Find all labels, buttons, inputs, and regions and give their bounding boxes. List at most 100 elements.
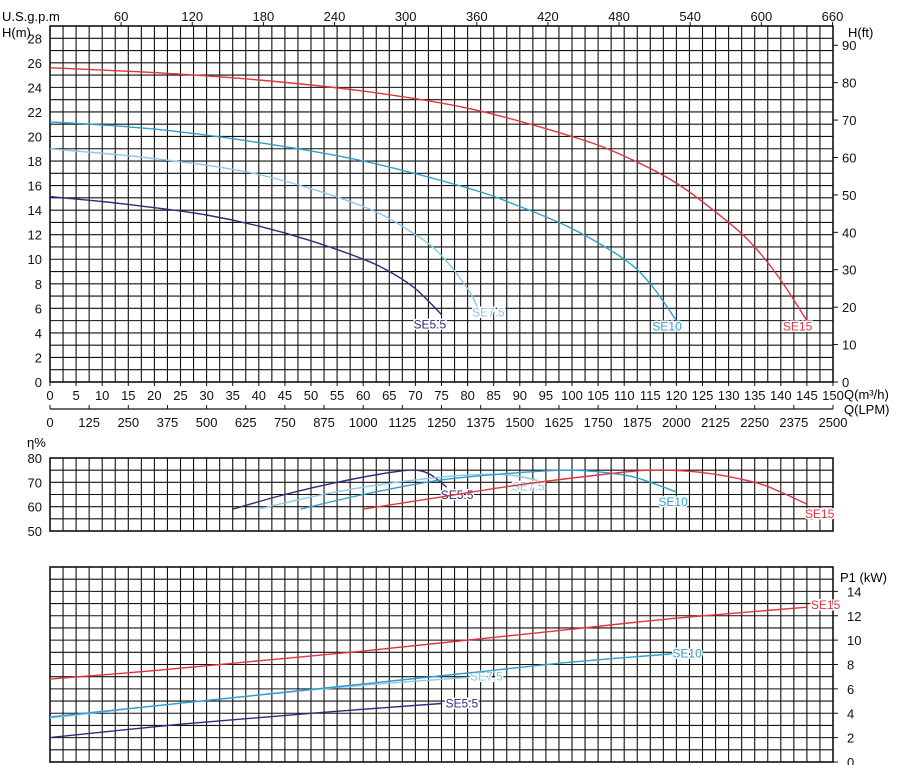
head-m-tick-label: 18	[28, 154, 42, 169]
flow-lpm-tick-label: 2000	[662, 415, 691, 430]
flow-m3h-tick-label: 0	[46, 388, 53, 403]
flow-gpm-tick-label: 420	[537, 9, 559, 24]
flow-m3h-tick-label: 105	[587, 388, 609, 403]
power-curve-se5-5	[49, 702, 442, 739]
flow-m3h-tick-label: 140	[770, 388, 792, 403]
head-m-tick-label: 8	[35, 277, 42, 292]
head-m-tick-label: 22	[28, 105, 42, 120]
flow-lpm-axis-label: Q(LPM)	[844, 402, 890, 417]
head-ft-tick-label: 0	[842, 375, 849, 390]
efficiency-tick-label: 80	[28, 451, 42, 466]
power-axis-label: P1 (kW)	[840, 570, 887, 585]
head-ft-tick-label: 10	[842, 338, 856, 353]
head-m-tick-label: 12	[28, 228, 42, 243]
flow-m3h-tick-label: 60	[356, 388, 370, 403]
usgpm-axis-label: U.S.g.p.m	[2, 9, 60, 24]
efficiency-axis-label: η%	[27, 435, 46, 450]
flow-m3h-tick-label: 20	[147, 388, 161, 403]
power-series-label-se5-5: SE5.5	[446, 697, 479, 711]
flow-lpm-tick-label: 1625	[544, 415, 573, 430]
flow-lpm-tick-label: 750	[274, 415, 296, 430]
flow-m3h-tick-label: 100	[561, 388, 583, 403]
flow-m3h-tick-label: 55	[330, 388, 344, 403]
flow-gpm-tick-label: 540	[679, 9, 701, 24]
flow-gpm-tick-label: 240	[324, 9, 346, 24]
flow-lpm-tick-label: 2125	[701, 415, 730, 430]
flow-m3h-tick-label: 120	[666, 388, 688, 403]
flow-lpm-tick-label: 875	[313, 415, 335, 430]
flow-m3h-tick-label: 135	[744, 388, 766, 403]
head-m-tick-label: 6	[35, 301, 42, 316]
flow-gpm-tick-label: 60	[114, 9, 128, 24]
head-series-label-se7-5: SE7.5	[472, 305, 505, 319]
flow-m3h-tick-label: 65	[382, 388, 396, 403]
power-tick-label: 8	[847, 658, 854, 673]
flow-gpm-tick-label: 660	[822, 9, 844, 24]
flow-lpm-tick-label: 1875	[623, 415, 652, 430]
power-tick-label: 0	[847, 755, 854, 765]
flow-gpm-tick-label: 360	[466, 9, 488, 24]
head-m-tick-label: 16	[28, 179, 42, 194]
efficiency-curve-se10	[300, 469, 677, 510]
head-m-tick-label: 4	[35, 326, 42, 341]
flow-m3h-tick-label: 35	[225, 388, 239, 403]
flow-m3h-tick-label: 145	[796, 388, 818, 403]
flow-lpm-tick-label: 125	[78, 415, 100, 430]
flow-m3h-tick-label: 75	[434, 388, 448, 403]
head-m-tick-label: 0	[35, 375, 42, 390]
head-ft-tick-label: 60	[842, 150, 856, 165]
head-m-tick-label: 26	[28, 56, 42, 71]
efficiency-grid	[49, 457, 834, 532]
efficiency-series-label-se15: SE15	[805, 507, 835, 521]
flow-gpm-tick-label: 480	[608, 9, 630, 24]
head-series-label-se15: SE15	[783, 320, 813, 334]
flow-m3h-tick-label: 125	[692, 388, 714, 403]
head-m-axis-label: H(m)	[2, 25, 31, 40]
head-ft-tick-label: 30	[842, 263, 856, 278]
power-tick-label: 12	[847, 609, 861, 624]
flow-lpm-tick-label: 2500	[819, 415, 848, 430]
efficiency-series-label-se10: SE10	[658, 495, 688, 509]
flow-m3h-tick-label: 30	[199, 388, 213, 403]
efficiency-curve-se15	[363, 469, 808, 510]
power-tick-label: 4	[847, 706, 854, 721]
flow-lpm-tick-label: 1375	[466, 415, 495, 430]
head-series-label-se10: SE10	[652, 320, 682, 334]
flow-gpm-tick-label: 120	[181, 9, 203, 24]
flow-gpm-tick-label: 180	[253, 9, 275, 24]
efficiency-tick-label: 60	[28, 500, 42, 515]
head-ft-tick-label: 70	[842, 113, 856, 128]
efficiency-curve-se7-5	[258, 473, 547, 510]
flow-gpm-tick-label: 600	[750, 9, 772, 24]
efficiency-tick-label: 70	[28, 475, 42, 490]
flow-m3h-tick-label: 110	[614, 388, 635, 403]
head-m-tick-label: 20	[28, 129, 42, 144]
power-tick-label: 6	[847, 682, 854, 697]
flow-lpm-tick-label: 625	[235, 415, 257, 430]
efficiency-curve-se5-5	[232, 469, 448, 510]
power-tick-label: 2	[847, 731, 854, 746]
flow-m3h-tick-label: 150	[822, 388, 844, 403]
flow-lpm-tick-label: 1000	[349, 415, 378, 430]
flow-m3h-tick-label: 80	[460, 388, 474, 403]
flow-lpm-tick-label: 1125	[388, 415, 416, 430]
flow-lpm-tick-label: 2375	[779, 415, 808, 430]
head-curve-se10	[49, 121, 677, 322]
head-ft-tick-label: 90	[842, 38, 856, 53]
efficiency-tick-label: 50	[28, 524, 42, 539]
flow-m3h-tick-label: 45	[278, 388, 292, 403]
head-ft-axis-label: H(ft)	[848, 25, 873, 40]
power-curve-se10	[49, 652, 677, 718]
efficiency-series-label-se5-5: SE5.5	[441, 488, 474, 502]
flow-m3h-tick-label: 90	[513, 388, 527, 403]
flow-m3h-axis-label: Q(m³/h)	[844, 387, 889, 402]
flow-m3h-tick-label: 85	[486, 388, 500, 403]
tick-label-layer: 0 5 10 15 20 25 30 35 40 45 50 55 60 65 70 75 80 85 90 95 10…	[28, 9, 862, 765]
flow-lpm-tick-label: 1250	[427, 415, 456, 430]
head-series-label-se5-5: SE5.5	[414, 318, 447, 332]
power-series-label-se10: SE10	[672, 647, 702, 661]
flow-m3h-tick-label: 5	[72, 388, 79, 403]
flow-lpm-tick-label: 500	[196, 415, 218, 430]
